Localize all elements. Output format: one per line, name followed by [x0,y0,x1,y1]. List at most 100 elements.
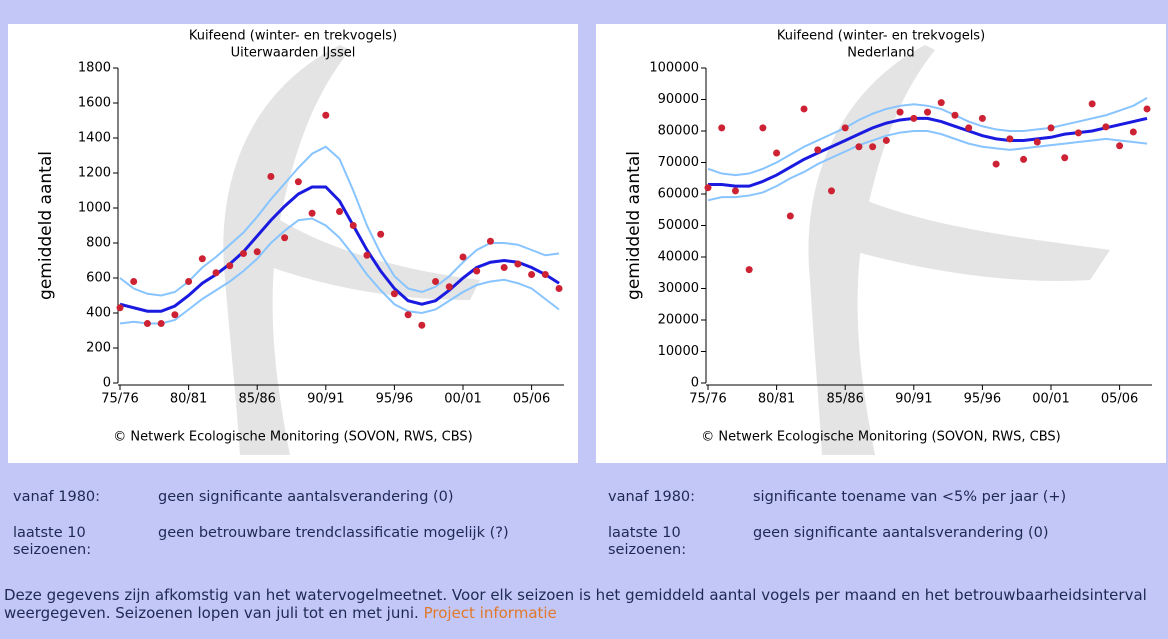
source: © Netwerk Ecologische Monitoring (SOVON,… [701,430,1060,445]
data-point [759,124,767,132]
y-tick-label: 70000 [658,155,699,170]
x-tick-label: 00/01 [1032,392,1069,407]
x-tick-label: 80/81 [758,392,795,407]
data-point [486,237,494,245]
footer: Deze gegevens zijn afkomstig van het wat… [4,586,1166,622]
y-tick-label: 400 [86,306,111,321]
y-tick-label: 30000 [658,281,699,296]
data-point [855,143,863,151]
data-point [390,290,398,298]
data-point [404,311,412,319]
data-point [1116,142,1124,150]
data-point [773,149,781,157]
data-point [1006,135,1014,143]
data-point [704,184,712,192]
data-point [1061,154,1069,162]
trend-line [707,130,1148,202]
data-point [432,278,440,285]
chart-subtitle: Uiterwaarden IJssel [231,46,356,61]
data-point [745,266,753,274]
y-tick-label: 20000 [658,313,699,328]
data-point [514,260,522,268]
x-tick-label: 00/01 [444,392,481,407]
data-point [157,320,165,327]
data-point [281,234,289,242]
x-tick-label: 85/86 [238,392,275,407]
y-tick-label: 10000 [658,344,699,359]
data-point [992,160,1000,168]
x-tick-label: 75/76 [101,392,138,407]
chart-title: Kuifeend (winter- en trekvogels) [189,29,397,44]
data-point [528,271,536,278]
x-tick-label: 85/86 [826,392,863,407]
data-point [541,271,549,278]
y-tick-label: 1400 [78,131,111,146]
trend-label: laatste 10 seizoenen: [608,525,687,558]
data-point [308,209,316,217]
data-point [555,285,563,292]
y-tick-label: 1200 [78,166,111,181]
y-tick-label: 90000 [658,92,699,107]
trend-line [119,185,560,313]
data-point [814,146,822,154]
trend-line [707,97,1148,177]
x-tick-label: 05/06 [513,392,550,407]
data-point [130,278,138,285]
trend-text: significante toename van <5% per jaar (+… [753,489,1067,505]
data-point [1033,138,1041,146]
y-axis-label: gemiddeld aantal [36,151,56,300]
x-tick-label: 95/96 [964,392,1001,407]
data-point [1074,129,1082,137]
y-axis-label: gemiddeld aantal [624,151,644,300]
y-tick-label: 200 [86,341,111,356]
data-point [786,212,794,220]
data-point [185,278,193,285]
trend-line [119,217,560,325]
trend-line [708,116,1148,188]
y-tick-label: 1000 [78,201,111,216]
data-point [212,269,220,277]
data-point [239,250,247,257]
data-point [171,311,179,319]
trend-line [119,145,560,297]
x-tick-label: 80/81 [170,392,207,407]
source: © Netwerk Ecologische Monitoring (SOVON,… [113,430,472,445]
data-point [978,114,986,122]
trend-text: geen significante aantalsverandering (0) [158,489,454,505]
data-point [1088,100,1096,108]
data-point [377,230,385,238]
data-point [937,99,945,107]
x-tick-label: 95/96 [376,392,413,407]
data-point [869,143,877,151]
charts: Kuifeend (winter- en trekvogels) Uiterwaa… [8,24,1166,463]
data-point [500,264,508,271]
chart-title: Kuifeend (winter- en trekvogels) [777,29,985,44]
data-point [1102,123,1110,131]
data-point [198,255,206,263]
trend-text: geen significante aantalsverandering (0) [753,525,1049,541]
y-tick-label: 60000 [658,187,699,202]
trend-text: geen betrouwbare trendclassificatie moge… [158,525,509,541]
data-point [1129,128,1137,136]
data-point [445,283,453,291]
project-link[interactable]: Project informatie [423,604,557,622]
y-tick-label: 40000 [658,250,699,265]
data-point [841,124,849,132]
x-tick-label: 75/76 [689,392,726,407]
y-tick-label: 0 [691,376,699,391]
data-point [951,111,959,119]
data-point [896,108,904,116]
data-point [459,253,467,261]
data-point [882,136,890,144]
data-point [924,108,932,116]
data-point [226,262,234,270]
data-point [143,320,151,327]
chart-subtitle: Nederland [847,46,914,61]
y-tick-label: 1600 [78,96,111,111]
data-point [418,321,426,329]
x-tick-label: 90/91 [895,392,932,407]
footer-text: Deze gegevens zijn afkomstig van het wat… [4,586,1147,622]
data-point [363,251,371,259]
y-tick-label: 80000 [658,124,699,139]
